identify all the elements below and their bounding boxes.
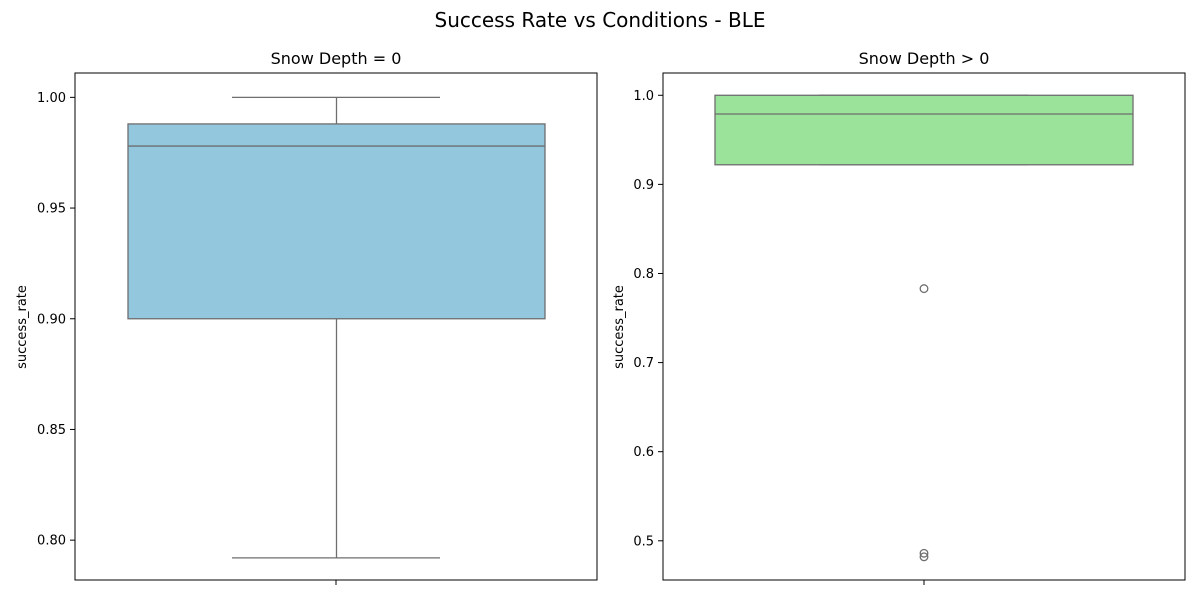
y-tick-label: 1.0 xyxy=(633,89,654,104)
subplot-title: Snow Depth > 0 xyxy=(859,49,990,68)
y-tick-label: 0.7 xyxy=(633,356,654,371)
y-tick-label: 0.6 xyxy=(633,445,654,460)
subplot-snow-depth-zero: Snow Depth = 0 success_rate 0.80 0.85 0.90… xyxy=(15,49,598,585)
iqr-box xyxy=(127,123,546,320)
y-axis-label: success_rate xyxy=(15,285,30,369)
outlier-point xyxy=(919,284,929,294)
box-plot xyxy=(127,96,546,559)
y-tick-label: 0.80 xyxy=(37,534,66,549)
iqr-box xyxy=(714,94,1134,166)
subplot-snow-depth-positive: Snow Depth > 0 success_rate 0.5 0.6 0.7 0.8… xyxy=(612,49,1186,585)
subplot-title: Snow Depth = 0 xyxy=(271,49,402,68)
box-plot xyxy=(714,94,1134,562)
y-tick-label: 0.9 xyxy=(633,178,654,193)
y-tick-label: 0.8 xyxy=(633,267,654,282)
outlier-point xyxy=(919,548,929,558)
outlier-point xyxy=(919,552,929,562)
y-tick-label: 0.85 xyxy=(37,423,66,438)
figure-suptitle: Success Rate vs Conditions - BLE xyxy=(435,8,766,32)
y-tick-label: 0.95 xyxy=(37,202,66,217)
y-tick-label: 0.90 xyxy=(37,312,66,327)
y-axis-ticks: 0.80 0.85 0.90 0.95 1.00 xyxy=(37,91,75,549)
y-axis-ticks: 0.5 0.6 0.7 0.8 0.9 1.0 xyxy=(633,89,663,549)
y-tick-label: 1.00 xyxy=(37,91,66,106)
y-tick-label: 0.5 xyxy=(633,534,654,549)
y-axis-label: success_rate xyxy=(612,285,627,369)
